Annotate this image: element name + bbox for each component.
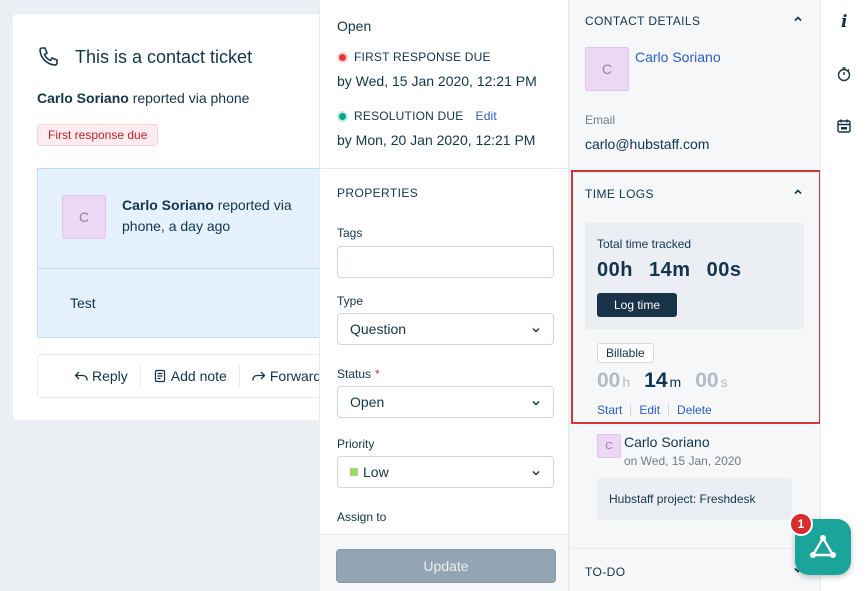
assign-label: Assign to — [337, 510, 387, 524]
total-time-value: 00h 14m 00s — [597, 259, 742, 281]
divider — [320, 168, 568, 169]
divider — [570, 548, 820, 549]
status-label: Status * — [337, 367, 380, 381]
timer-minutes: 14 m — [644, 369, 682, 392]
todo-heading[interactable]: TO-DO — [585, 565, 626, 579]
chevron-down-icon — [532, 401, 540, 406]
start-link[interactable]: Start — [597, 404, 632, 417]
email-value: carlo@hubstaff.com — [585, 136, 710, 152]
priority-value: Low — [363, 464, 389, 480]
status-select[interactable]: Open — [337, 386, 554, 418]
forward-icon — [252, 371, 266, 381]
first-response-badge: First response due — [37, 124, 159, 146]
timer-icon[interactable] — [836, 66, 852, 82]
conversation-meta-text: reported via phone, a day ago — [122, 197, 292, 234]
type-select[interactable]: Question — [337, 313, 554, 345]
priority-label: Priority — [337, 437, 375, 451]
conversation-box: C Carlo Soriano reported via phone, a da… — [37, 168, 333, 338]
add-note-button[interactable]: Add note — [141, 365, 240, 387]
timer-hours: 00 h — [597, 369, 631, 392]
tags-label: Tags — [337, 226, 363, 240]
reply-icon — [74, 371, 88, 381]
conversation-header: C Carlo Soriano reported via phone, a da… — [38, 169, 333, 269]
resolution-label: RESOLUTION DUE — [354, 109, 464, 123]
type-label: Type — [337, 294, 364, 308]
note-icon — [154, 369, 165, 383]
reported-line: Carlo Soriano reported via phone — [37, 90, 249, 106]
app-network-icon — [810, 535, 836, 558]
green-dot-icon — [337, 110, 348, 122]
chevron-down-icon — [532, 328, 540, 333]
requester-name[interactable]: Carlo Soriano — [37, 90, 129, 106]
priority-select[interactable]: Low — [337, 456, 554, 488]
status-label-text: Status — [337, 367, 372, 381]
icon-rail: i — [820, 0, 865, 591]
ticket-card: This is a contact ticket Carlo Soriano r… — [13, 14, 333, 420]
type-value: Question — [350, 321, 407, 337]
info-icon[interactable]: i — [841, 12, 848, 32]
add-note-label: Add note — [170, 368, 227, 384]
timer-links: Start Edit Delete — [597, 404, 720, 417]
update-button[interactable]: Update — [336, 549, 556, 583]
log-time-button[interactable]: Log time — [597, 293, 677, 317]
entry-date: on Wed, 15 Jan, 2020 — [624, 454, 742, 468]
entry-avatar: C — [597, 434, 621, 458]
resolution-edit-link[interactable]: Edit — [475, 109, 497, 123]
email-label: Email — [585, 113, 616, 127]
avatar: C — [62, 195, 106, 239]
chevron-down-icon — [532, 471, 540, 476]
entry-project: Hubstaff project: Freshdesk — [597, 478, 792, 520]
reply-label: Reply — [92, 368, 128, 384]
contact-avatar: C — [585, 47, 629, 91]
chevron-up-icon[interactable] — [793, 187, 803, 197]
ticket-title: This is a contact ticket — [75, 46, 253, 67]
chevron-up-icon[interactable] — [793, 14, 803, 24]
resolution-date: by Mon, 20 Jan 2020, 12:21 PM — [337, 132, 536, 148]
resolution-due-row: RESOLUTION DUE Edit — [337, 109, 497, 123]
ticket-title-row: This is a contact ticket — [37, 45, 252, 69]
tags-input[interactable] — [337, 246, 554, 278]
ticket-actions-bar: Reply Add note Forward — [37, 354, 333, 398]
forward-label: Forward — [269, 368, 322, 384]
red-dot-icon — [337, 51, 348, 63]
reply-button[interactable]: Reply — [62, 365, 141, 387]
reported-via: reported via phone — [132, 90, 250, 106]
edit-link[interactable]: Edit — [631, 404, 670, 417]
properties-heading: PROPERTIES — [337, 186, 419, 200]
ticket-status: Open — [337, 18, 372, 34]
first-response-label: FIRST RESPONSE DUE — [354, 50, 491, 64]
billable-badge[interactable]: Billable — [597, 343, 654, 363]
contact-details-heading[interactable]: CONTACT DETAILS — [585, 14, 701, 28]
forward-button[interactable]: Forward — [240, 365, 333, 387]
timer-seconds: 00 s — [695, 369, 728, 392]
delete-link[interactable]: Delete — [677, 403, 712, 417]
status-value: Open — [350, 394, 385, 410]
first-response-date: by Wed, 15 Jan 2020, 12:21 PM — [337, 73, 537, 89]
update-footer: Update — [320, 534, 568, 591]
entry-name: Carlo Soriano — [624, 434, 710, 450]
phone-icon — [39, 47, 58, 66]
details-sidebar: CONTACT DETAILS C Carlo Soriano Email ca… — [570, 0, 820, 591]
total-time-label: Total time tracked — [597, 237, 692, 251]
time-logs-heading[interactable]: TIME LOGS — [585, 187, 654, 201]
notification-badge: 1 — [789, 512, 813, 536]
properties-panel: Open FIRST RESPONSE DUE by Wed, 15 Jan 2… — [319, 0, 569, 591]
contact-name-link[interactable]: Carlo Soriano — [635, 49, 721, 65]
conversation-author[interactable]: Carlo Soriano — [122, 197, 214, 213]
time-logs-highlight — [571, 170, 821, 424]
required-mark: * — [375, 367, 380, 381]
total-time-card: Total time tracked 00h 14m 00s Log time — [585, 223, 804, 329]
conversation-body: Test — [70, 295, 96, 311]
priority-low-icon — [350, 468, 358, 476]
calendar-icon[interactable] — [836, 118, 852, 134]
conversation-meta: Carlo Soriano reported via phone, a day … — [122, 195, 322, 237]
first-response-due-row: FIRST RESPONSE DUE — [337, 50, 491, 64]
timer-display: 00 h 14 m 00 s — [597, 369, 728, 393]
